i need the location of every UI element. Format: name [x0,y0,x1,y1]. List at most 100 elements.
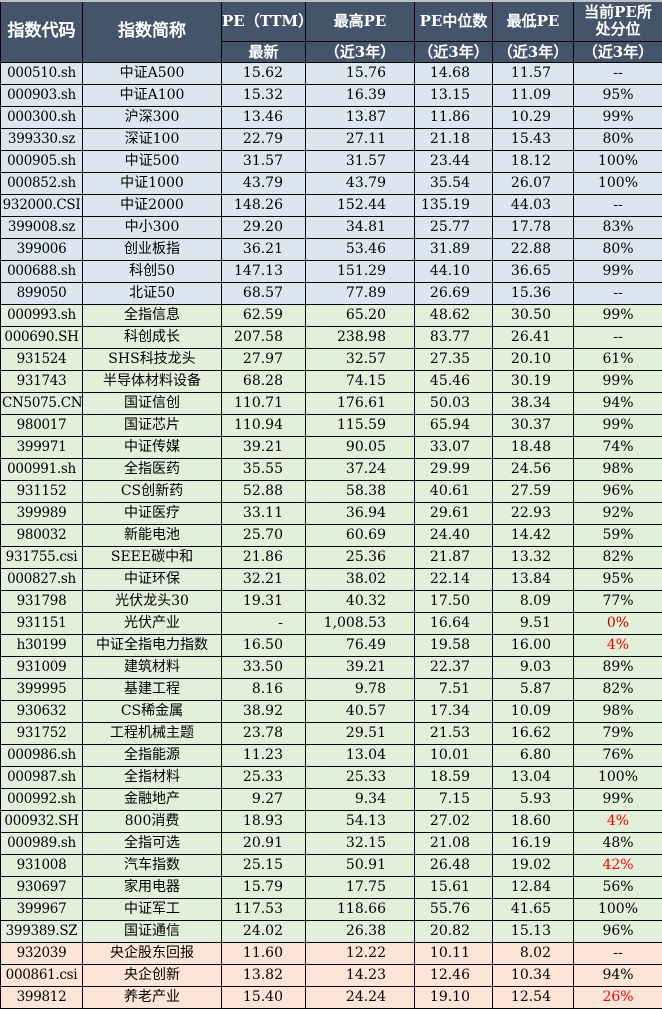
cell-pct: 94% [574,392,662,414]
cell-name: 中证A100 [83,84,222,106]
cell-high: 39.21 [306,656,415,678]
cell-median: 17.50 [415,590,493,612]
cell-code: 000903.sh [1,84,83,106]
cell-high: 115.59 [306,414,415,436]
cell-code: 899050 [1,282,83,304]
cell-median: 25.77 [415,216,493,238]
cell-code: 000992.sh [1,788,83,810]
cell-pct: 80% [574,238,662,260]
cell-pct: 100% [574,172,662,194]
cell-name: 全指可选 [83,832,222,854]
header-pe: PE（TTM） [222,1,306,41]
cell-pe: 36.21 [222,238,306,260]
cell-median: 10.01 [415,744,493,766]
cell-median: 44.10 [415,260,493,282]
cell-low: 11.57 [493,62,574,84]
cell-low: 15.13 [493,920,574,942]
cell-pe: 19.31 [222,590,306,612]
cell-pe: 15.79 [222,876,306,898]
cell-name: 中证1000 [83,172,222,194]
cell-code: 930632 [1,700,83,722]
cell-name: 养老产业 [83,986,222,1008]
cell-high: 74.15 [306,370,415,392]
cell-name: CS稀金属 [83,700,222,722]
cell-name: 深证100 [83,128,222,150]
cell-high: 24.24 [306,986,415,1008]
cell-high: 37.24 [306,458,415,480]
cell-pe: 9.27 [222,788,306,810]
cell-high: 43.79 [306,172,415,194]
cell-code: 931743 [1,370,83,392]
cell-high: 40.32 [306,590,415,612]
cell-median: 35.54 [415,172,493,194]
cell-low: 12.84 [493,876,574,898]
cell-median: 17.34 [415,700,493,722]
cell-name: 中证军工 [83,898,222,920]
cell-pe: 38.92 [222,700,306,722]
cell-pe: 148.26 [222,194,306,216]
cell-high: 118.66 [306,898,415,920]
cell-code: 980032 [1,524,83,546]
cell-code: 931752 [1,722,83,744]
cell-low: 18.60 [493,810,574,832]
cell-pe: 27.97 [222,348,306,370]
cell-name: 全指能源 [83,744,222,766]
cell-low: 19.02 [493,854,574,876]
cell-code: 000852.sh [1,172,83,194]
cell-low: 36.65 [493,260,574,282]
cell-pe: - [222,612,306,634]
cell-pct: 82% [574,546,662,568]
cell-median: 22.14 [415,568,493,590]
cell-high: 14.23 [306,964,415,986]
cell-low: 15.43 [493,128,574,150]
cell-code: CN5075.CN [1,392,83,414]
cell-pct: 83% [574,216,662,238]
cell-code: 000905.sh [1,150,83,172]
cell-high: 16.39 [306,84,415,106]
cell-median: 21.53 [415,722,493,744]
cell-pct: 96% [574,920,662,942]
cell-low: 38.34 [493,392,574,414]
cell-pe: 43.79 [222,172,306,194]
cell-name: 国证芯片 [83,414,222,436]
cell-pe: 25.15 [222,854,306,876]
cell-code: h30199 [1,634,83,656]
cell-low: 8.02 [493,942,574,964]
cell-high: 90.05 [306,436,415,458]
cell-pct: 4% [574,634,662,656]
cell-pct: 89% [574,656,662,678]
cell-pct: -- [574,194,662,216]
cell-name: 新能电池 [83,524,222,546]
cell-code: 931798 [1,590,83,612]
cell-name: 国证信创 [83,392,222,414]
cell-name: 半导体材料设备 [83,370,222,392]
cell-high: 13.04 [306,744,415,766]
cell-code: 000991.sh [1,458,83,480]
cell-code: 399008.sz [1,216,83,238]
cell-pct: 76% [574,744,662,766]
cell-code: 399995 [1,678,83,700]
cell-name: 中证A500 [83,62,222,84]
cell-code: 000861.csi [1,964,83,986]
cell-low: 18.48 [493,436,574,458]
cell-median: 48.62 [415,304,493,326]
cell-median: 50.03 [415,392,493,414]
cell-code: 000989.sh [1,832,83,854]
cell-median: 40.61 [415,480,493,502]
cell-median: 7.51 [415,678,493,700]
cell-median: 55.76 [415,898,493,920]
cell-median: 16.64 [415,612,493,634]
cell-pct: 98% [574,458,662,480]
